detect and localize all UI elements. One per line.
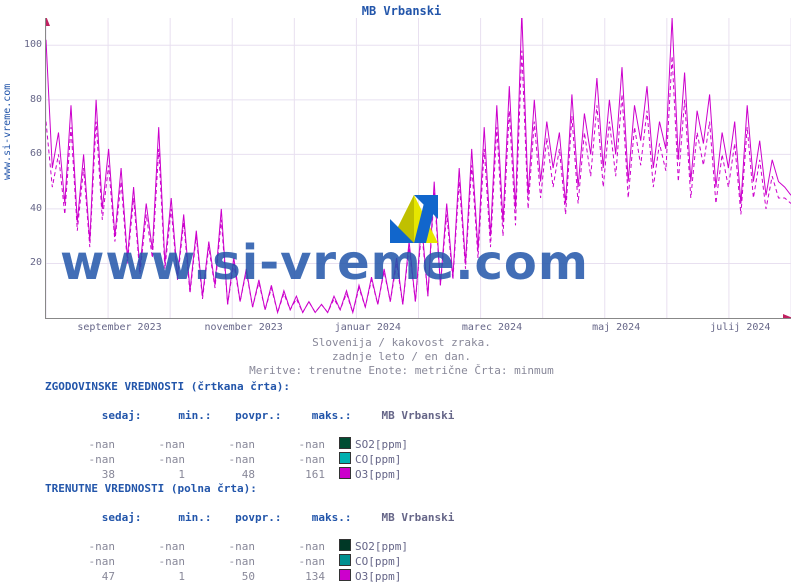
hist-header: ZGODOVINSKE VREDNOSTI (črtkana črta): — [45, 380, 454, 394]
series-label: CO[ppm] — [355, 453, 401, 466]
table-row: -nan-nan-nan-nanCO[ppm] — [45, 452, 454, 467]
col-headers: sedaj:min.:povpr.:maks.:MB Vrbanski — [45, 394, 454, 437]
series-label: CO[ppm] — [355, 555, 401, 568]
xtick: julij 2024 — [680, 322, 800, 333]
color-swatch — [339, 467, 351, 479]
xtick: maj 2024 — [556, 322, 676, 333]
subtitle-3: Meritve: trenutne Enote: metrične Črta: … — [0, 364, 803, 377]
series-label: O3[ppm] — [355, 570, 401, 583]
table-row: -nan-nan-nan-nanSO2[ppm] — [45, 437, 454, 452]
series-label: SO2[ppm] — [355, 438, 408, 451]
ytick: 20 — [20, 257, 42, 268]
subtitle-1: Slovenija / kakovost zraka. — [0, 336, 803, 349]
xtick: januar 2024 — [308, 322, 428, 333]
col-headers-2: sedaj:min.:povpr.:maks.:MB Vrbanski — [45, 496, 454, 539]
chart-title: MB Vrbanski — [0, 4, 803, 18]
logo-icon — [390, 195, 438, 243]
xtick: november 2023 — [184, 322, 304, 333]
color-swatch — [339, 569, 351, 581]
site-label: www.si-vreme.com — [2, 84, 13, 180]
xtick: september 2023 — [60, 322, 180, 333]
ytick: 80 — [20, 94, 42, 105]
chart-area — [45, 18, 791, 319]
ytick: 60 — [20, 148, 42, 159]
color-swatch — [339, 539, 351, 551]
series-label: SO2[ppm] — [355, 540, 408, 553]
table-row: -nan-nan-nan-nanSO2[ppm] — [45, 539, 454, 554]
stats-tables: ZGODOVINSKE VREDNOSTI (črtkana črta): se… — [45, 380, 454, 584]
table-row: 38148161O3[ppm] — [45, 467, 454, 482]
ytick: 100 — [20, 39, 42, 50]
xtick: marec 2024 — [432, 322, 552, 333]
curr-header: TRENUTNE VREDNOSTI (polna črta): — [45, 482, 454, 496]
table-row: -nan-nan-nan-nanCO[ppm] — [45, 554, 454, 569]
color-swatch — [339, 452, 351, 464]
color-swatch — [339, 554, 351, 566]
subtitle-2: zadnje leto / en dan. — [0, 350, 803, 363]
series-label: O3[ppm] — [355, 468, 401, 481]
color-swatch — [339, 437, 351, 449]
table-row: 47150134O3[ppm] — [45, 569, 454, 584]
ytick: 40 — [20, 203, 42, 214]
